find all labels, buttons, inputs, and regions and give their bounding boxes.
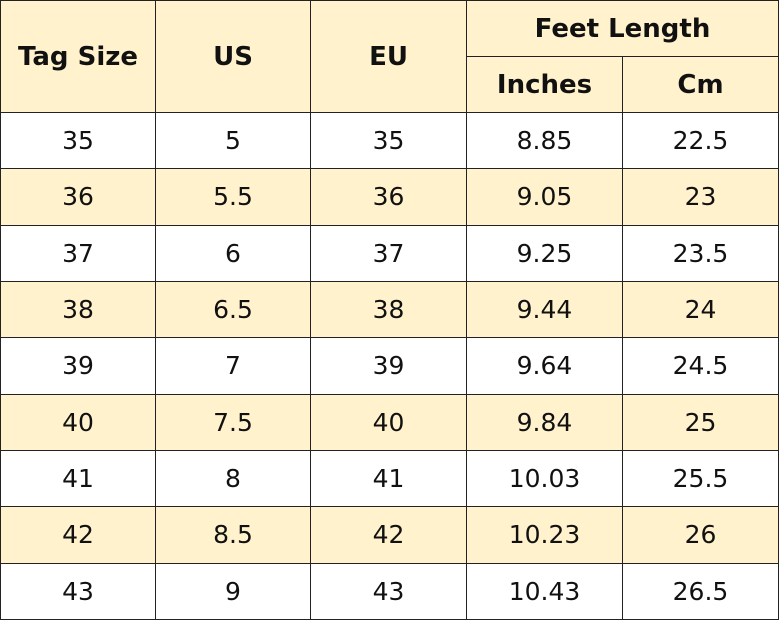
header-us: US: [155, 0, 311, 113]
cell-us: 7: [155, 337, 311, 395]
cell-inches: 9.64: [466, 337, 623, 395]
cell-cm: 23.5: [622, 224, 779, 282]
cell-inches: 10.43: [466, 562, 623, 621]
cell-eu: 35: [310, 111, 467, 170]
cell-eu: 38: [310, 280, 467, 339]
cell-inches: 9.05: [466, 168, 623, 226]
cell-tag-size: 42: [0, 506, 156, 564]
cell-us: 5: [155, 111, 311, 170]
header-eu: EU: [310, 0, 467, 113]
cell-tag-size: 39: [0, 337, 156, 395]
cell-eu: 36: [310, 168, 467, 226]
cell-us: 6.5: [155, 280, 311, 339]
header-cm: Cm: [622, 56, 779, 113]
table-row: 37 6 37 9.25 23.5: [0, 224, 779, 282]
cell-eu: 42: [310, 506, 467, 564]
cell-inches: 10.23: [466, 506, 623, 564]
table-row: 38 6.5 38 9.44 24: [0, 280, 779, 339]
cell-tag-size: 37: [0, 224, 156, 282]
cell-cm: 22.5: [622, 111, 779, 170]
cell-eu: 39: [310, 337, 467, 395]
table-row: 42 8.5 42 10.23 26: [0, 506, 779, 564]
cell-eu: 40: [310, 393, 467, 451]
table-row: 36 5.5 36 9.05 23: [0, 168, 779, 226]
cell-inches: 10.03: [466, 449, 623, 508]
cell-tag-size: 35: [0, 111, 156, 170]
cell-us: 7.5: [155, 393, 311, 451]
table-row: 39 7 39 9.64 24.5: [0, 337, 779, 395]
table-row: 43 9 43 10.43 26.5: [0, 562, 779, 621]
header-inches: Inches: [466, 56, 623, 113]
cell-cm: 24: [622, 280, 779, 339]
table-row: 40 7.5 40 9.84 25: [0, 393, 779, 451]
table-row: 41 8 41 10.03 25.5: [0, 449, 779, 508]
cell-tag-size: 38: [0, 280, 156, 339]
cell-cm: 25.5: [622, 449, 779, 508]
table-row: 35 5 35 8.85 22.5: [0, 111, 779, 170]
cell-cm: 24.5: [622, 337, 779, 395]
cell-cm: 26: [622, 506, 779, 564]
header-row-top: Tag Size US EU Feet Length: [0, 0, 779, 113]
cell-us: 5.5: [155, 168, 311, 226]
cell-tag-size: 43: [0, 562, 156, 621]
cell-eu: 41: [310, 449, 467, 508]
header-tag-size: Tag Size: [0, 0, 156, 113]
cell-cm: 26.5: [622, 562, 779, 621]
header-row-sub: Inches Cm: [1, 56, 779, 113]
cell-tag-size: 36: [0, 168, 156, 226]
cell-inches: 8.85: [466, 111, 623, 170]
cell-eu: 43: [310, 562, 467, 621]
cell-inches: 9.84: [466, 393, 623, 451]
cell-cm: 25: [622, 393, 779, 451]
cell-us: 9: [155, 562, 311, 621]
cell-cm: 23: [622, 168, 779, 226]
table-body: 35 5 35 8.85 22.5 36 5.5 36 9.05 23 37 6…: [0, 111, 779, 621]
cell-tag-size: 41: [0, 449, 156, 508]
cell-inches: 9.44: [466, 280, 623, 339]
cell-us: 6: [155, 224, 311, 282]
table-header: Tag Size US EU Feet Length Inches Cm: [0, 0, 779, 113]
cell-us: 8.5: [155, 506, 311, 564]
header-feet-length: Feet Length: [466, 0, 779, 57]
cell-tag-size: 40: [0, 393, 156, 451]
cell-us: 8: [155, 449, 311, 508]
cell-eu: 37: [310, 224, 467, 282]
cell-inches: 9.25: [466, 224, 623, 282]
